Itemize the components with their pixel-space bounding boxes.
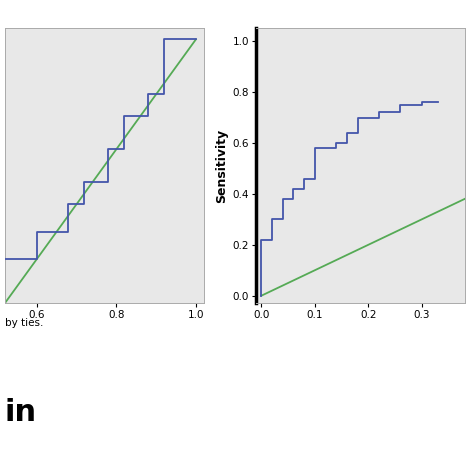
Text: in: in xyxy=(5,398,37,427)
Y-axis label: Sensitivity: Sensitivity xyxy=(215,129,228,203)
Text: by ties.: by ties. xyxy=(5,318,43,328)
